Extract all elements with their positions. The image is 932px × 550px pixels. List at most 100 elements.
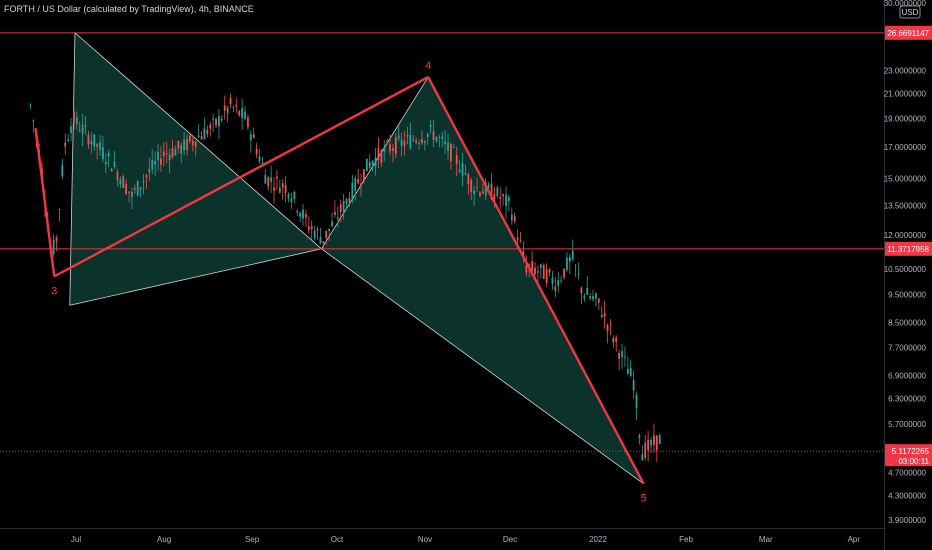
candle-body xyxy=(270,177,273,182)
candle-body xyxy=(61,164,64,177)
candle xyxy=(194,140,197,157)
candle xyxy=(125,178,128,196)
candle xyxy=(267,176,270,191)
candle-body xyxy=(577,274,580,275)
candle-body xyxy=(128,191,130,193)
candle-body xyxy=(310,226,313,230)
candle-body xyxy=(194,141,197,147)
candle xyxy=(252,127,255,139)
candle-body xyxy=(423,141,426,143)
candle-body xyxy=(102,147,104,160)
candle-body xyxy=(244,111,246,119)
candle xyxy=(548,267,551,277)
candle-body xyxy=(110,168,113,172)
candle-body xyxy=(386,141,389,143)
candle xyxy=(473,185,476,206)
candle-body xyxy=(467,174,470,185)
x-tick-label: Dec xyxy=(503,535,517,544)
candle xyxy=(450,142,452,170)
candle-body xyxy=(331,221,333,227)
candle xyxy=(110,167,113,172)
candle-body xyxy=(421,138,423,144)
candle-body xyxy=(218,116,220,127)
candle-body xyxy=(336,217,339,219)
candle-body xyxy=(429,125,432,128)
candle xyxy=(218,108,220,140)
candle xyxy=(545,263,548,287)
candle-body xyxy=(351,182,354,201)
candle-body xyxy=(235,104,238,107)
candle xyxy=(618,349,621,371)
candle xyxy=(296,209,299,217)
candle-body xyxy=(539,264,542,268)
candle xyxy=(655,435,658,463)
candle-body xyxy=(389,144,391,152)
candle xyxy=(368,154,371,170)
candle-body xyxy=(557,280,560,286)
candle xyxy=(174,145,177,156)
candle-body xyxy=(154,160,157,165)
candle-body xyxy=(322,241,325,244)
x-tick-label: Nov xyxy=(418,535,432,544)
candle-body xyxy=(470,180,473,193)
candle-body xyxy=(328,228,331,231)
candle xyxy=(560,275,563,284)
candle-body xyxy=(305,213,307,218)
candle-body xyxy=(371,160,374,165)
candle xyxy=(270,165,273,194)
candle-body xyxy=(626,369,629,374)
candle-body xyxy=(435,137,438,142)
candle xyxy=(394,133,397,159)
candle xyxy=(128,191,130,203)
candle-body xyxy=(531,261,534,271)
candle xyxy=(328,228,331,241)
candle xyxy=(461,152,464,187)
candle-body xyxy=(281,183,284,188)
candle-body xyxy=(621,351,623,358)
candle-body xyxy=(432,131,435,141)
candle-body xyxy=(96,144,99,147)
candle-body xyxy=(93,134,96,147)
candle-body xyxy=(548,269,551,273)
candle xyxy=(84,115,87,135)
candle-body xyxy=(151,160,154,169)
candle xyxy=(310,220,313,241)
candle-body xyxy=(90,140,93,145)
candle-body xyxy=(374,157,377,167)
candle-body xyxy=(58,209,61,211)
candle-body xyxy=(496,187,499,197)
candle-body xyxy=(148,169,151,172)
candle xyxy=(574,263,577,277)
candle xyxy=(423,139,426,151)
y-tick-label: 15.0000000 xyxy=(884,175,927,184)
candle-body xyxy=(249,134,252,140)
candle-body xyxy=(363,169,365,181)
candle-body xyxy=(307,226,310,231)
candle-body xyxy=(84,125,87,127)
candle-body xyxy=(458,169,461,172)
candle xyxy=(229,93,232,109)
candle xyxy=(377,137,380,169)
candle xyxy=(70,117,72,142)
candle xyxy=(276,169,278,191)
candle-body xyxy=(125,184,128,194)
candle xyxy=(650,436,652,454)
candle xyxy=(345,197,348,210)
candle-body xyxy=(357,179,360,184)
candle-body xyxy=(348,198,351,204)
candle-body xyxy=(438,136,441,138)
candle-body xyxy=(464,172,467,175)
candle-body xyxy=(563,268,565,278)
candle xyxy=(90,132,93,154)
candle-body xyxy=(241,108,244,118)
candle xyxy=(133,184,136,195)
candle-body xyxy=(479,192,481,196)
candle-body xyxy=(136,181,139,196)
candle-body xyxy=(255,148,258,155)
candle xyxy=(223,95,226,120)
candle xyxy=(629,359,632,377)
currency-badge-label: USD xyxy=(902,8,919,17)
candle-body xyxy=(629,367,632,376)
candle xyxy=(539,264,542,279)
